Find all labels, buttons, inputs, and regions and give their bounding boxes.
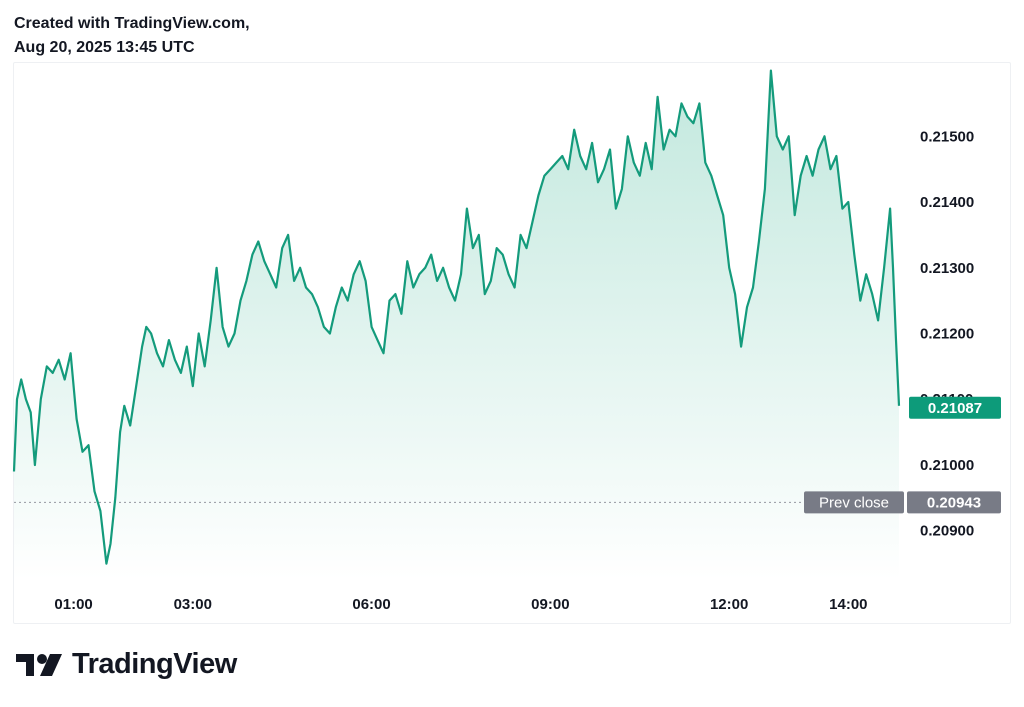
y-tick-label: 0.21000 [920,457,974,474]
price-line [12,69,901,565]
x-tick-label: 14:00 [829,596,867,613]
current-price-label: 0.21087 [928,400,982,417]
prev-close-badge [907,491,1001,514]
y-tick-label: 0.20900 [920,523,974,540]
price-area-fill [14,70,899,580]
prev-close-tag-label: Prev close [819,494,889,511]
current-price-badge [909,396,1001,419]
y-tick-label: 0.21400 [920,194,974,211]
y-tick-label: 0.21200 [920,326,974,343]
y-tick-label: 0.21300 [920,260,974,277]
x-tick-label: 12:00 [710,596,748,613]
prev-close-tag [804,491,904,514]
x-tick-label: 06:00 [352,596,390,613]
x-tick-label: 09:00 [531,596,569,613]
x-tick-label: 01:00 [54,596,92,613]
badge-layer: 0.21087 Prev close 0.20943 [804,396,1001,514]
tradingview-logo[interactable]: TradingView [16,648,237,681]
chart-frame [13,62,1011,624]
line-layer [12,69,901,565]
chart-header: Created with TradingView.com, Aug 20, 20… [14,12,250,60]
x-axis: 01:00 03:00 06:00 09:00 12:00 14:00 [54,596,867,613]
header-created-with: Created with TradingView.com, [14,15,250,32]
tradingview-logo-icon [16,653,62,676]
prev-close-value: 0.20943 [927,494,981,511]
y-axis: 0.215000.214000.213000.212000.211000.210… [920,128,974,539]
y-tick-label: 0.21500 [920,128,974,145]
header-timestamp: Aug 20, 2025 13:45 UTC [14,39,195,56]
brand-name: TradingView [72,648,237,680]
x-tick-label: 03:00 [174,596,212,613]
area-layer [14,70,899,580]
